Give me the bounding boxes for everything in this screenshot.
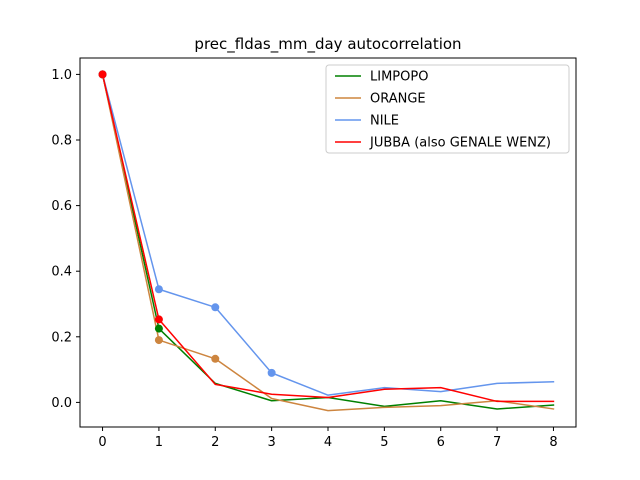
y-tick-label-1: 0.2 [51, 330, 72, 345]
legend-label-1: ORANGE [370, 92, 426, 107]
data-point-2-3 [267, 368, 276, 377]
chart-title: prec_fldas_mm_day autocorrelation [194, 35, 461, 54]
plot-area: 0 1 2 3 4 5 6 7 8 0.0 0.2 0.4 0.6 0.8 1.0 LIMPOPO ORANGE… [51, 57, 577, 450]
x-tick-label-4: 4 [324, 435, 332, 450]
series-line-3 [101, 73, 555, 403]
legend-label-3: JUBBA (also GENALE WENZ) [369, 136, 551, 151]
x-tick-label-5: 5 [380, 435, 388, 450]
data-point-3-0 [98, 70, 107, 79]
x-tick-label-1: 1 [155, 435, 163, 450]
y-tick-label-2: 0.4 [51, 265, 72, 280]
series-line-2 [101, 73, 555, 396]
x-tick-label-8: 8 [549, 435, 557, 450]
x-tick-label-7: 7 [493, 435, 501, 450]
data-point-1-1 [154, 336, 163, 345]
data-point-3-1 [154, 315, 163, 324]
data-point-1-2 [211, 354, 220, 363]
x-tick-label-2: 2 [211, 435, 219, 450]
legend-box [325, 64, 570, 154]
x-tick-label-6: 6 [437, 435, 445, 450]
x-tick-label-3: 3 [267, 435, 275, 450]
data-point-2-1 [154, 285, 163, 294]
data-point-0-1 [154, 324, 163, 333]
y-tick-label-4: 0.8 [51, 134, 72, 149]
y-tick-label-3: 0.6 [51, 199, 72, 214]
y-tick-label-5: 1.0 [51, 68, 72, 83]
x-tick-label-0: 0 [98, 435, 106, 450]
series-line-1 [101, 73, 555, 412]
legend-label-2: NILE [370, 114, 399, 129]
y-tick-label-0: 0.0 [51, 396, 72, 411]
data-point-2-2 [211, 303, 220, 312]
legend-label-0: LIMPOPO [370, 70, 428, 85]
